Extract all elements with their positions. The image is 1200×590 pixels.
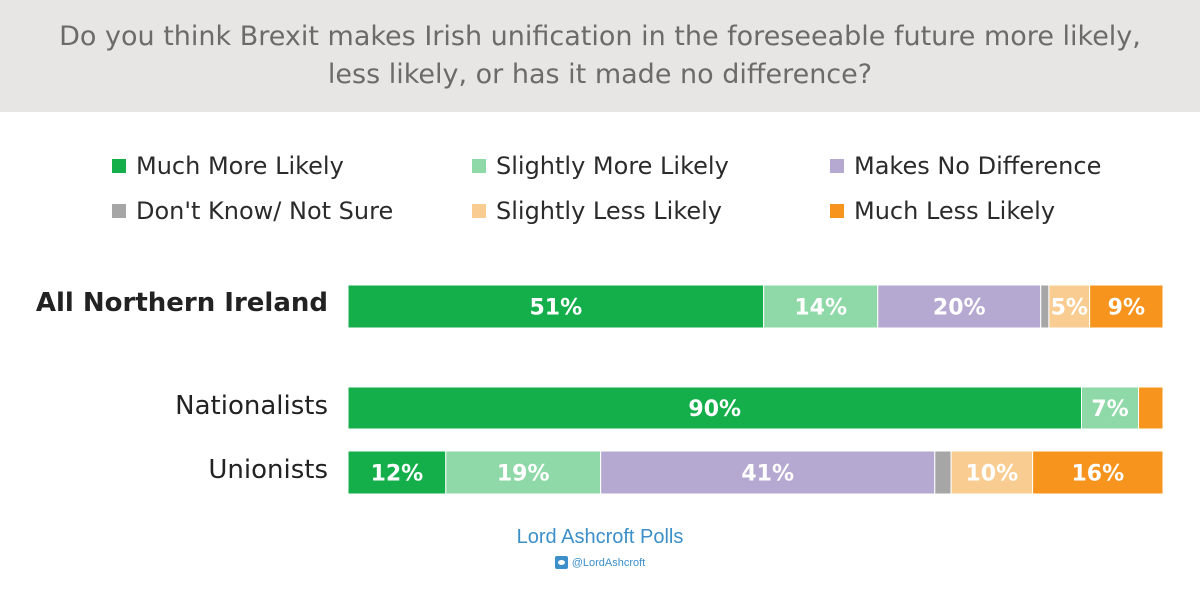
legend-label: Much More Likely: [136, 152, 344, 180]
data-label: 9%: [1108, 296, 1145, 321]
bar-segment: [950, 450, 1034, 495]
legend-label: Makes No Difference: [854, 152, 1102, 180]
data-label: 14%: [794, 296, 847, 321]
data-label: 41%: [741, 462, 794, 487]
title-band: Do you think Brexit makes Irish unificat…: [0, 0, 1200, 112]
row-label-all-northern-ireland: All Northern Ireland: [35, 288, 328, 318]
data-label: 19%: [497, 462, 550, 487]
legend-swatch: [472, 159, 486, 173]
data-label: 10%: [966, 462, 1019, 487]
bar-segment: [347, 450, 447, 495]
legend-swatch: [472, 204, 486, 218]
bar-segment: [347, 386, 1082, 430]
legend-item-much-more-likely: Much More Likely: [112, 152, 344, 180]
legend-label: Slightly More Likely: [496, 152, 729, 180]
footer-brand: Lord Ashcroft Polls: [516, 526, 684, 548]
bar-segment: [1138, 386, 1164, 430]
legend-label: Don't Know/ Not Sure: [136, 197, 394, 225]
legend-item-slightly-more-likely: Slightly More Likely: [472, 152, 729, 180]
legend-swatch: [830, 159, 844, 173]
bar-segment: [1089, 284, 1164, 329]
data-label: 20%: [933, 296, 986, 321]
row-label-nationalists: Nationalists: [175, 391, 328, 421]
bar-segment: [934, 450, 952, 495]
legend-label: Slightly Less Likely: [496, 197, 722, 225]
data-label: 16%: [1071, 462, 1124, 487]
bar-segment: [1081, 386, 1140, 430]
bar-segment: [1048, 284, 1091, 329]
row-label-unionists: Unionists: [208, 455, 328, 485]
bar-segment: [1040, 284, 1050, 329]
legend-item-much-less-likely: Much Less Likely: [830, 197, 1055, 225]
legend-item-slightly-less-likely: Slightly Less Likely: [472, 197, 722, 225]
footer-handle: @LordAshcroft: [571, 556, 646, 569]
legend-swatch: [830, 204, 844, 218]
data-label: 12%: [371, 462, 424, 487]
data-label: 7%: [1091, 397, 1128, 422]
legend-item-dont-know: Don't Know/ Not Sure: [112, 197, 393, 225]
legend-swatch: [112, 159, 126, 173]
legend-swatch: [112, 204, 126, 218]
bar-segment: [877, 284, 1042, 329]
legend-label: Much Less Likely: [854, 197, 1056, 225]
twitter-icon: [554, 556, 568, 569]
data-label: 51%: [529, 296, 582, 321]
bar-segment: [763, 284, 879, 329]
bar-segment: [600, 450, 936, 495]
chart-title-line-2: less likely, or has it made no differenc…: [327, 59, 873, 90]
legend-item-makes-no-difference: Makes No Difference: [830, 152, 1101, 180]
chart-title-line-1: Do you think Brexit makes Irish unificat…: [59, 21, 1141, 52]
data-label: 5%: [1051, 296, 1088, 321]
bar-segment: [1032, 450, 1164, 495]
footer-handle-row: @LordAshcroft: [0, 556, 1200, 569]
data-label: 90%: [688, 397, 741, 422]
